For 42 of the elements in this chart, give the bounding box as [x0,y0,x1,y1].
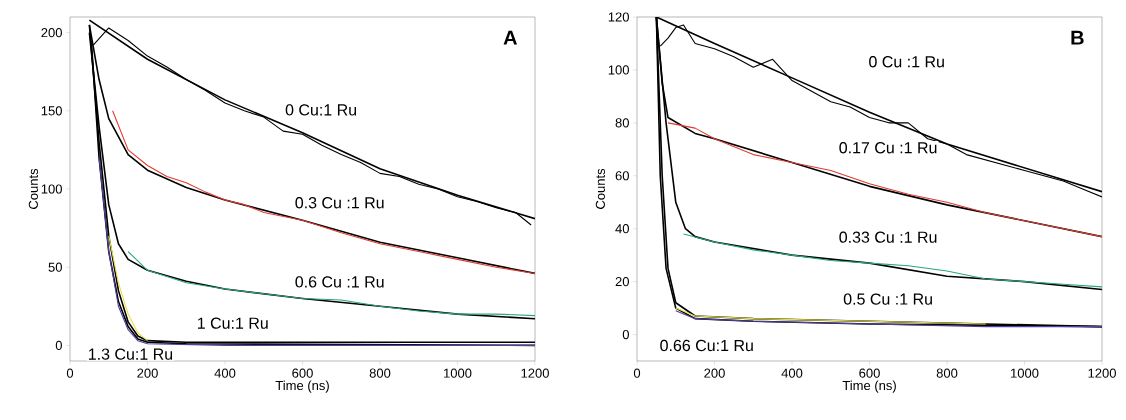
annotation: 0.17 Cu :1 Ru [839,142,937,154]
annotation: 0.66 Cu:1 Ru [660,339,753,352]
annotation: 0.33 Cu :1 Ru [839,231,937,243]
y-tick-label: 80 [615,118,629,128]
y-axis-title: Counts [595,168,605,209]
y-tick-label: 0 [622,329,629,340]
annotation: 0.3 Cu :1 Ru [295,197,384,209]
x-tick-label: 0 [66,368,74,378]
x-tick-label: 800 [369,368,391,378]
annotation: 0 Cu:1 Ru [285,104,357,116]
y-tick-label: 50 [48,262,62,272]
x-axis-title: Time (ns) [275,380,329,393]
x-tick-label: 1000 [444,368,472,378]
x-tick-label: 600 [292,368,313,378]
x-tick-label: 200 [137,368,158,378]
y-axis-title: Counts [28,168,38,209]
x-tick-label: 800 [936,368,958,378]
x-tick-label: 200 [704,368,725,378]
annotation: 1 Cu:1 Ru [197,317,268,329]
text: B [1071,30,1084,45]
x-axis-title: Time (ns) [842,380,896,393]
y-tick-label: 0 [55,340,62,350]
y-tick-label: 150 [41,106,62,116]
annotation: 0 Cu :1 Ru [869,56,944,68]
y-tick-label: 40 [615,224,629,234]
annotation: 0.5 Cu :1 Ru [843,293,932,305]
annotation: 1.3 Cu:1 Ru [88,348,173,360]
y-tick-label: 120 [608,12,629,22]
x-tick-label: 400 [781,368,803,378]
y-tick-label: 200 [41,28,62,38]
y-tick-label: 20 [615,277,629,287]
annotation: 0.6 Cu :1 Ru [295,276,384,288]
x-tick-label: 600 [859,368,880,378]
x-tick-label: 1000 [1011,368,1039,378]
x-tick-label: 400 [214,368,236,378]
text: A [503,30,518,45]
y-tick-label: 100 [608,65,629,75]
y-tick-label: 100 [41,184,62,194]
x-tick-label: 1200 [521,368,549,378]
y-tick-label: 60 [615,171,629,181]
x-tick-label: 0 [633,368,641,378]
x-tick-label: 1200 [1088,368,1116,378]
